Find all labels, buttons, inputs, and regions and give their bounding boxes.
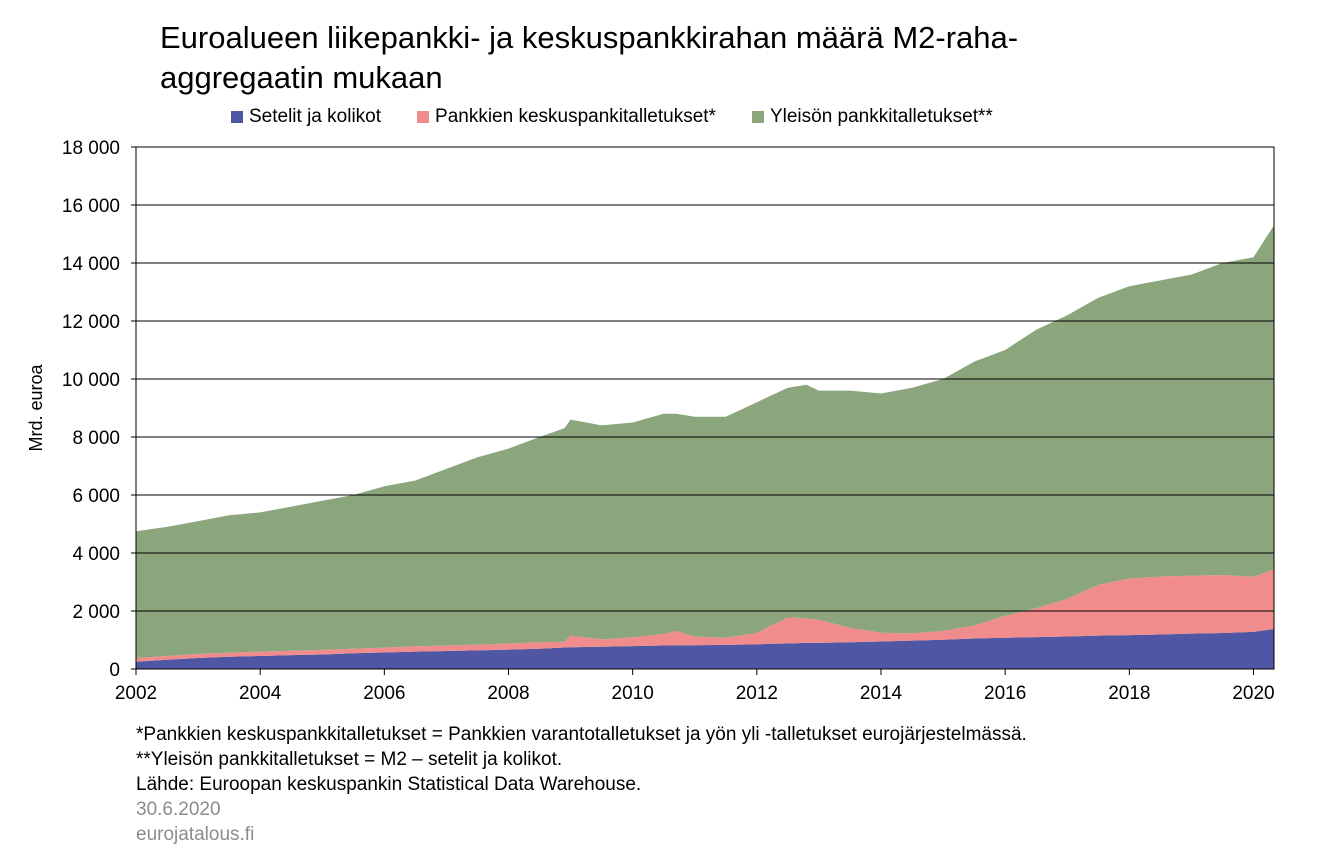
area-chart: 0 2 000 4 000 6 000 8 000 10 000 12 000 14 000 1… (26, 138, 1275, 704)
x-tick-label: 2006 (363, 683, 405, 704)
chart-title-line2: aggregaatin mukaan (160, 60, 443, 95)
y-tick-label: 8 000 (72, 428, 120, 449)
y-tick-label: 12 000 (62, 312, 120, 333)
x-tick-label: 2010 (612, 683, 654, 704)
y-tick-label: 10 000 (62, 370, 120, 391)
area-series-2 (136, 225, 1274, 659)
y-tick-label: 4 000 (72, 544, 120, 565)
y-tick-label: 18 000 (62, 138, 120, 159)
legend-label-keskuspankki: Pankkien keskuspankitalletukset* (435, 106, 716, 127)
chart-title-line1: Euroalueen liikepankki- ja keskuspankkir… (160, 20, 1019, 55)
x-tick-label: 2014 (860, 683, 903, 704)
y-tick-label: 6 000 (72, 486, 120, 507)
source-note: Lähde: Euroopan keskuspankin Statistical… (136, 774, 642, 795)
area-series-0 (136, 629, 1274, 669)
legend-swatch-yleison (751, 111, 764, 123)
x-tick-label: 2002 (115, 683, 157, 704)
chart-title: Euroalueen liikepankki- ja keskuspankkir… (160, 18, 1260, 98)
x-tick-label: 2004 (239, 683, 282, 704)
legend-item-yleison: Yleisön pankkitalletukset** (751, 106, 993, 128)
plot-frame (135, 146, 1275, 670)
legend-item-setelit: Setelit ja kolikot (231, 106, 381, 128)
y-tick-label: 2 000 (72, 602, 120, 623)
footnote-central-bank-deposits: *Pankkien keskuspankkitalletukset = Pank… (136, 724, 1027, 745)
footnote-public-deposits: **Yleisön pankkitalletukset = M2 – setel… (136, 749, 563, 770)
legend-label-yleison: Yleisön pankkitalletukset** (769, 106, 993, 127)
y-tick-label: 0 (109, 660, 120, 681)
legend-item-keskuspankki: Pankkien keskuspankitalletukset* (417, 106, 716, 128)
y-tick-label: 14 000 (62, 254, 120, 275)
x-tick-label: 2016 (984, 683, 1026, 704)
y-axis-label: Mrd. euroa (26, 363, 46, 451)
legend-label-setelit: Setelit ja kolikot (249, 106, 382, 127)
x-tick-label: 2020 (1232, 683, 1274, 704)
area-series-1 (136, 569, 1274, 662)
x-tick-label: 2008 (487, 683, 529, 704)
x-tick-label: 2018 (1108, 683, 1150, 704)
legend: Setelit ja kolikot Pankkien keskuspankit… (231, 106, 1029, 128)
chart-notes: *Pankkien keskuspankkitalletukset = Pank… (136, 722, 1027, 847)
legend-swatch-keskuspankki (417, 111, 430, 123)
legend-swatch-setelit (231, 111, 243, 123)
y-tick-label: 16 000 (62, 196, 120, 217)
x-tick-label: 2012 (736, 683, 778, 704)
site-name: eurojatalous.fi (136, 824, 255, 845)
publish-date: 30.6.2020 (136, 799, 221, 820)
